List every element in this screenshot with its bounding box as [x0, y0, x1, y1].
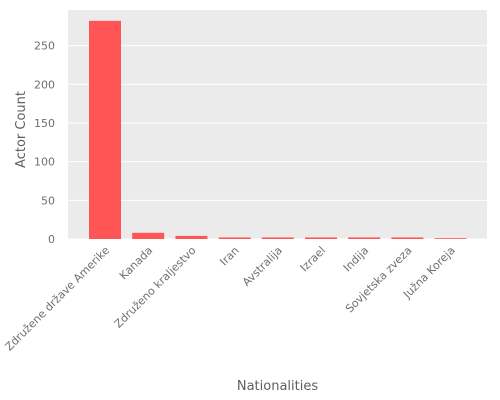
- y-tick-label: 200: [34, 78, 55, 91]
- bar: [434, 238, 467, 239]
- bar: [218, 237, 251, 239]
- y-tick-label: 0: [48, 233, 55, 246]
- x-tick-label: Izrael: [298, 244, 328, 274]
- plot-background: [68, 10, 487, 239]
- x-tick-label: Združeno kraljestvo: [112, 244, 199, 331]
- bar: [305, 237, 337, 239]
- bar: [89, 20, 121, 239]
- x-tick-label: Iran: [217, 244, 241, 268]
- bar: [391, 237, 424, 239]
- y-tick-labels: 0 50 100 150 200 250: [34, 40, 55, 246]
- y-tick-label: 150: [34, 117, 55, 130]
- x-tick-label: Kanada: [117, 244, 155, 282]
- y-axis-title: Actor Count: [14, 91, 29, 168]
- bar: [132, 232, 165, 239]
- y-tick-label: 50: [41, 194, 55, 207]
- y-tick-label: 250: [34, 40, 55, 53]
- x-tick-label: Združene države Amerike: [3, 244, 113, 354]
- bar: [175, 235, 208, 239]
- bars: [89, 20, 467, 239]
- y-tick-label: 100: [34, 156, 55, 169]
- x-tick-label: Avstralija: [240, 244, 285, 289]
- bar: [261, 237, 294, 239]
- x-axis-title: Nationalities: [237, 379, 318, 394]
- bar: [348, 237, 381, 239]
- x-tick-label: Indija: [341, 244, 371, 274]
